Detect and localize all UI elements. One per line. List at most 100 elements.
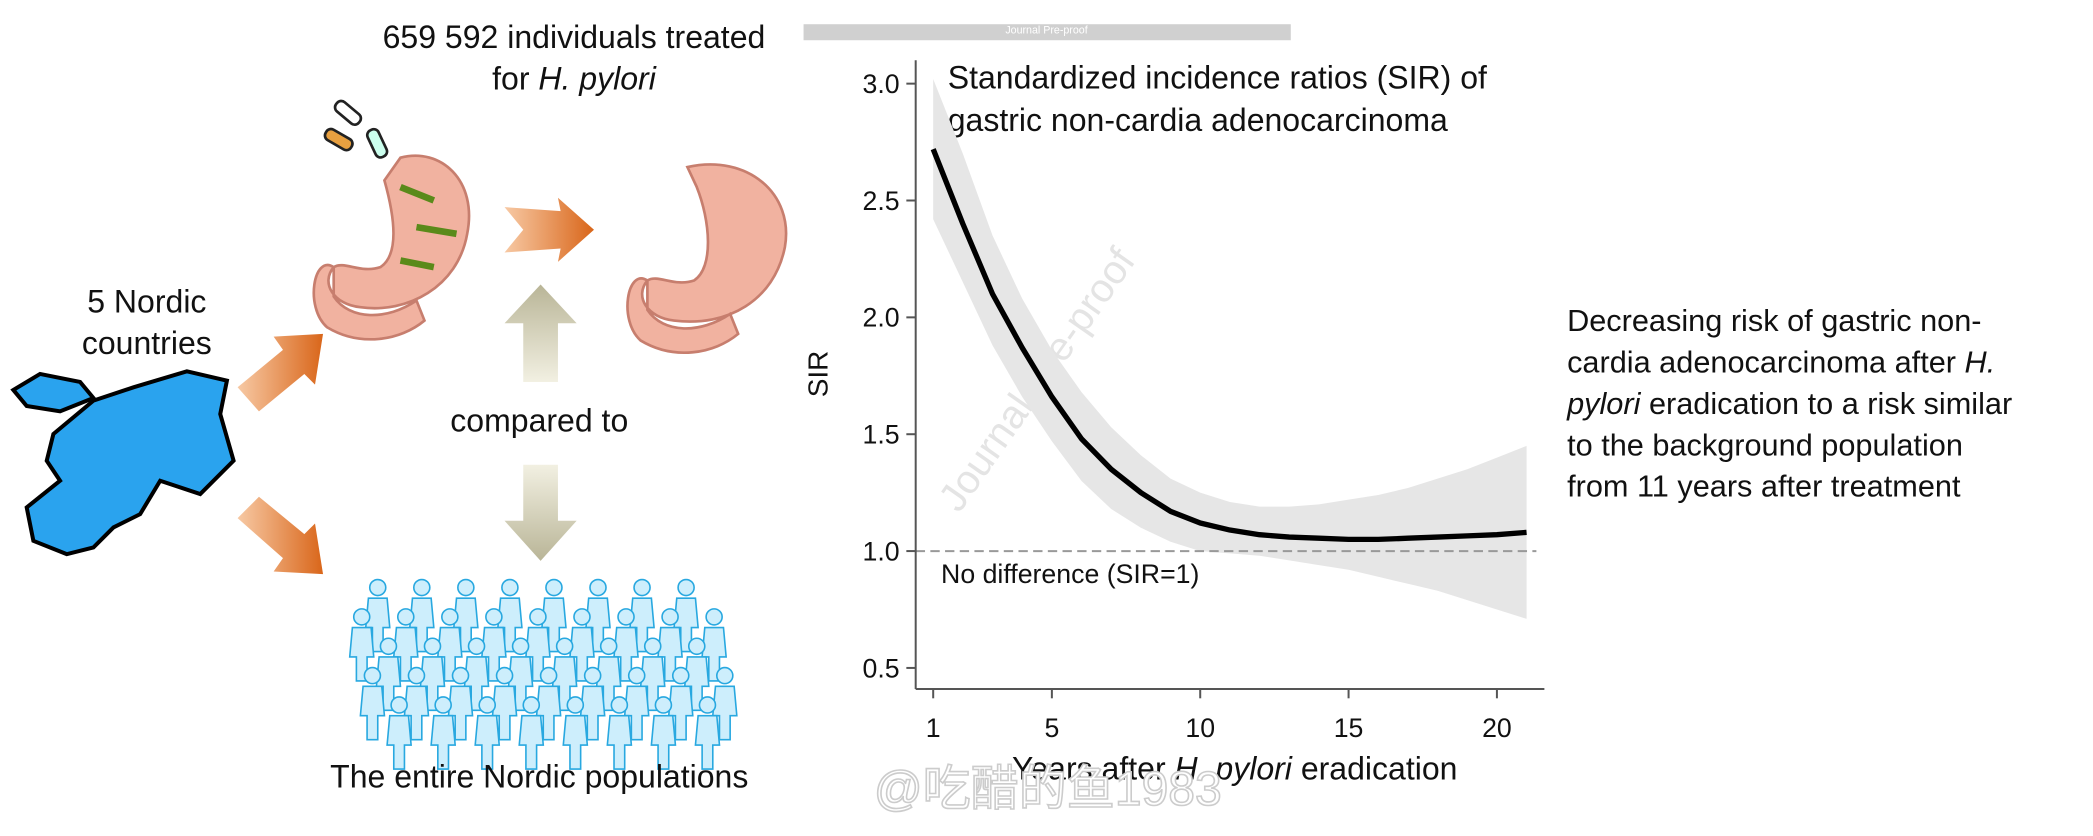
person-head	[390, 696, 408, 714]
text-segment: cardia adenocarcinoma after	[1567, 345, 1964, 380]
person-head	[501, 578, 519, 597]
text-segment: from 11 years after treatment	[1567, 469, 1961, 504]
person-body	[480, 626, 507, 682]
person-head	[368, 578, 387, 597]
compared-label: compared to	[450, 402, 628, 438]
person-head	[715, 666, 734, 685]
person-body	[657, 626, 683, 682]
person-head	[705, 608, 723, 626]
sir-line	[930, 148, 1527, 543]
text-segment: The entire Nordic populations	[330, 759, 748, 795]
arrow	[504, 464, 577, 561]
text-segment: countries	[82, 325, 212, 361]
person-body	[447, 685, 474, 741]
person-head	[363, 666, 382, 685]
person-head	[511, 637, 530, 656]
text-segment: gastric non-cardia adenocarcinoma	[948, 102, 1448, 138]
person-head	[529, 608, 547, 626]
person-head	[379, 637, 398, 656]
arrow	[504, 197, 594, 262]
person-body	[613, 626, 639, 682]
pill	[323, 127, 354, 152]
watermark: @吃醋的鱼1983	[874, 763, 1222, 816]
person-head	[617, 608, 635, 626]
person-head	[352, 608, 371, 626]
person-head	[610, 696, 629, 714]
bacteria	[399, 183, 458, 271]
y-tick-label: 2.5	[863, 186, 900, 216]
person-head	[396, 608, 415, 626]
text-segment: Decreasing risk of gastric non-	[1567, 303, 1981, 338]
person-body	[606, 714, 633, 770]
person-body	[701, 626, 728, 682]
person-body	[518, 714, 545, 770]
watermark-bar	[803, 24, 1291, 41]
nordic-map	[24, 369, 236, 557]
person-head	[633, 578, 651, 597]
person-head	[687, 637, 706, 656]
text-segment: Standardized incidence ratios (SIR) of	[948, 59, 1487, 95]
countries-label: 5 Nordic countries	[82, 284, 212, 361]
text-segment: to the background population	[1567, 427, 1963, 462]
person-head	[654, 696, 673, 714]
text-segment: eradication to a risk similar	[1640, 386, 2012, 421]
person-body	[569, 626, 595, 682]
person-head	[407, 666, 426, 685]
arrow	[237, 333, 324, 412]
x-tick-label: 20	[1482, 713, 1512, 743]
text-segment: eradication	[1292, 751, 1458, 787]
y-axis-label: SIR	[803, 351, 834, 398]
y-tick-label: 3.0	[863, 69, 900, 99]
conclusion: Decreasing risk of gastric non-cardia ad…	[1566, 303, 2012, 504]
person-body	[525, 626, 551, 682]
person-body	[348, 626, 375, 682]
watermark: Journal Pre-proof	[1005, 25, 1087, 37]
person-head	[478, 696, 497, 714]
person-body	[359, 685, 386, 741]
person-body	[491, 685, 518, 741]
person-head	[485, 608, 503, 626]
person-head	[412, 578, 431, 597]
x-tick-label: 5	[1044, 713, 1059, 743]
person-head	[539, 666, 558, 685]
person-head	[495, 666, 514, 685]
person-head	[566, 696, 585, 714]
person-head	[698, 696, 717, 714]
text-segment: pylori	[1566, 386, 1642, 421]
person-body	[711, 685, 738, 741]
pill	[333, 99, 363, 127]
stomach-cured	[626, 163, 788, 354]
person-head	[671, 666, 690, 685]
person-body	[650, 714, 677, 770]
arrow	[237, 496, 324, 575]
text-segment: compared to	[450, 402, 628, 438]
person-head	[423, 637, 442, 656]
x-tick-label: 10	[1185, 713, 1215, 743]
person-body	[623, 685, 650, 741]
person-head	[522, 696, 541, 714]
text-segment: 5 Nordic	[87, 284, 206, 320]
person-body	[694, 714, 721, 770]
y-tick-label: 1.5	[863, 420, 900, 450]
x-tick-label: 15	[1334, 713, 1364, 743]
person-head	[599, 637, 618, 656]
pill	[365, 127, 389, 159]
arrow	[504, 284, 577, 382]
person-head	[589, 578, 607, 597]
iceland	[10, 371, 97, 414]
person-head	[643, 637, 662, 656]
person-head	[627, 666, 646, 685]
stomach-infected	[312, 154, 471, 341]
person-head	[677, 578, 695, 597]
person-body	[386, 714, 413, 770]
y-tick-label: 1.0	[863, 536, 900, 566]
population-label: The entire Nordic populations	[330, 759, 748, 795]
person-body	[535, 685, 562, 741]
chart-title: Standardized incidence ratios (SIR) of ga…	[948, 59, 1487, 138]
text-segment: H.	[1965, 345, 1996, 380]
person-body	[579, 685, 606, 741]
y-tick-label: 2.0	[863, 303, 900, 333]
text-segment: for	[492, 61, 538, 97]
